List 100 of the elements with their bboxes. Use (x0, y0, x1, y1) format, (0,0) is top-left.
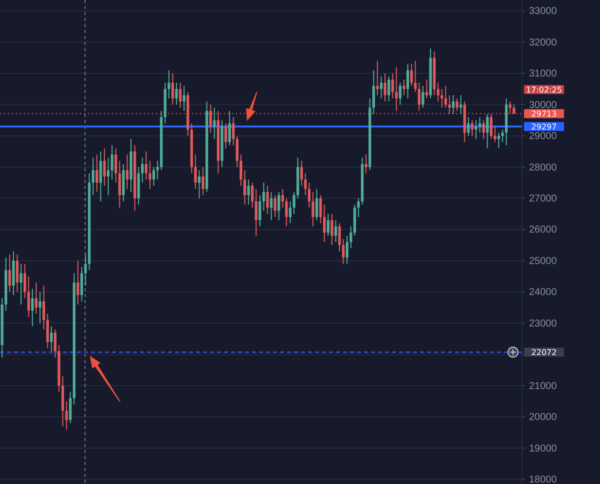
candlestick (141, 157, 144, 184)
candlestick (474, 120, 478, 140)
candlestick (315, 188, 318, 221)
candlestick (387, 76, 390, 102)
y-tick-label: 25000 (529, 256, 558, 267)
candlestick (198, 170, 201, 199)
candlestick (444, 85, 447, 108)
candlestick (490, 113, 492, 140)
ref-line-label: 29297 (531, 122, 557, 132)
candlestick (38, 291, 42, 324)
candlestick (266, 185, 269, 214)
candlestick (152, 166, 156, 186)
candlestick (281, 188, 284, 208)
y-tick-label: 27000 (529, 193, 558, 204)
candlestick (236, 135, 238, 168)
candlestick (16, 254, 19, 292)
candlestick (410, 64, 413, 86)
candlestick (304, 172, 307, 196)
y-tick-label: 26000 (529, 224, 558, 236)
candlestick (402, 79, 406, 96)
candlestick (380, 76, 383, 99)
candlestick (395, 66, 398, 112)
candlestick (99, 150, 102, 202)
candlestick (182, 85, 186, 112)
candlestick (278, 192, 280, 221)
candlestick (486, 113, 489, 149)
candlestick (391, 72, 394, 99)
candlestick (406, 64, 410, 99)
candlestick (414, 60, 417, 93)
candlestick (300, 160, 303, 186)
candlestick (398, 82, 402, 106)
candlestick (308, 182, 311, 208)
candlestick (436, 82, 440, 102)
y-tick-label: 18000 (529, 474, 558, 484)
candlestick (110, 144, 114, 180)
candlestick (46, 313, 49, 349)
candlestick (460, 94, 462, 114)
candlestick (194, 154, 197, 190)
candlestick (425, 79, 428, 99)
y-tick-label: 33000 (529, 6, 558, 18)
candlestick (258, 194, 262, 227)
candlestick (274, 194, 276, 218)
candlestick (334, 220, 338, 242)
ref-line-label: 22072 (531, 348, 557, 357)
candlestick (319, 194, 322, 224)
candlestick (106, 157, 110, 196)
candlestick (171, 72, 174, 106)
candlestick (338, 222, 341, 252)
candlestick (232, 116, 235, 146)
candlestick (467, 116, 470, 136)
candlestick (168, 70, 170, 99)
candlestick (346, 235, 348, 264)
candlestick (213, 107, 216, 140)
candlestick (326, 213, 330, 236)
candlestick (497, 132, 500, 149)
candlestick (330, 213, 334, 246)
ref-line-label: 29713 (531, 109, 557, 118)
candlestick (456, 98, 458, 112)
candlestick (24, 263, 26, 299)
candlestick (342, 238, 345, 264)
candlestick (357, 198, 360, 218)
candlestick (376, 60, 379, 96)
candlestick (50, 326, 53, 352)
candlestick (323, 204, 326, 242)
y-tick-label: 20000 (529, 412, 558, 424)
y-tick-label: 32000 (529, 37, 558, 48)
candlestick (384, 72, 386, 102)
y-tick-label: 19000 (529, 443, 558, 454)
candlestick (65, 400, 68, 430)
candlestick (364, 154, 368, 174)
candlestick (270, 192, 273, 221)
candlestick (508, 100, 512, 114)
candlestick (422, 85, 424, 108)
candlestick (103, 148, 106, 186)
candlestick (156, 160, 159, 180)
candlestick (250, 182, 254, 208)
y-tick-label: 29000 (529, 131, 558, 142)
candlestick (209, 104, 212, 134)
candlestick (312, 192, 314, 227)
candlestick (8, 254, 11, 292)
candlestick (114, 148, 118, 184)
candlestick (418, 82, 420, 112)
candlestick (84, 254, 87, 286)
candlestick (202, 166, 204, 196)
candlestick (92, 157, 94, 196)
candlestick (501, 129, 504, 143)
candlestick (372, 70, 375, 114)
candlestick (285, 198, 288, 227)
candlestick (76, 260, 80, 305)
candlestick (224, 122, 228, 149)
text: 17:02:25 (526, 85, 562, 94)
candlestick (31, 288, 34, 327)
candlestick (96, 154, 98, 193)
candlestick (470, 120, 474, 136)
candlestick (478, 116, 482, 134)
candlestick (292, 192, 296, 214)
candlestick (126, 154, 129, 190)
y-tick-label: 21000 (529, 380, 558, 392)
candlestick (512, 104, 516, 114)
candlestick (494, 126, 496, 143)
